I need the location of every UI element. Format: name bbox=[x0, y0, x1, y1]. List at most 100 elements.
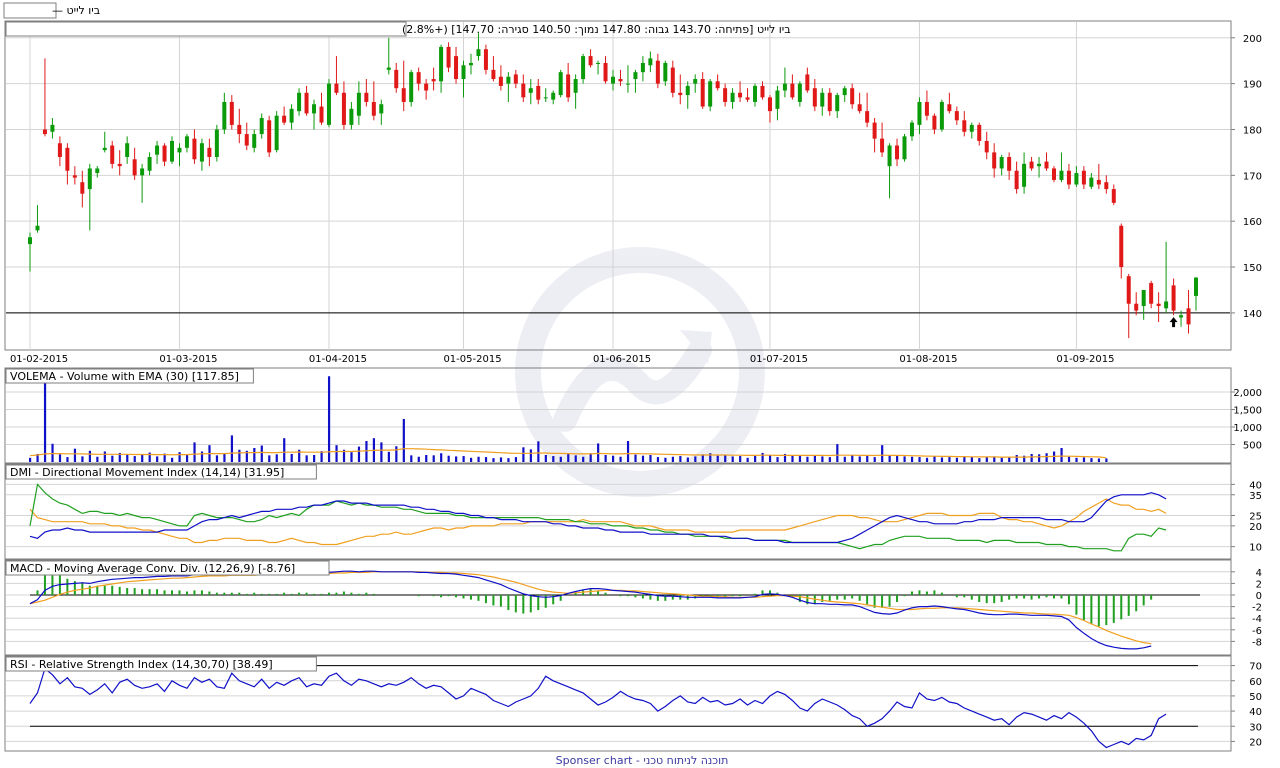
macd-hist-bar bbox=[372, 593, 375, 595]
macd-hist-bar bbox=[148, 589, 151, 595]
volume-bar bbox=[537, 441, 540, 462]
macd-hist-bar bbox=[253, 592, 256, 595]
volume-bar bbox=[686, 457, 689, 462]
macd-hist-bar bbox=[619, 595, 622, 597]
candle bbox=[312, 99, 317, 130]
macd-hist-bar bbox=[51, 572, 54, 595]
y-tick-label: 170 bbox=[1243, 171, 1262, 182]
symbol-chip[interactable]: ביו לייט — bbox=[3, 2, 100, 19]
volume-bar bbox=[1060, 448, 1063, 462]
candle-body bbox=[147, 156, 152, 171]
candle-body bbox=[95, 168, 100, 174]
macd-hist-bar bbox=[963, 595, 966, 598]
macd-hist-bar bbox=[492, 595, 495, 606]
candle bbox=[1179, 310, 1184, 327]
candle-body bbox=[1007, 156, 1012, 171]
macd-hist-bar bbox=[290, 593, 293, 595]
macd-hist-bar bbox=[440, 595, 443, 598]
candle-body bbox=[962, 120, 967, 132]
candle-body bbox=[1089, 177, 1094, 187]
candle bbox=[700, 72, 705, 109]
volume-bar bbox=[1090, 458, 1093, 462]
macd-hist-bar bbox=[940, 592, 943, 595]
candle-body bbox=[566, 74, 571, 98]
candle-body bbox=[723, 88, 728, 102]
y-tick-label: 40 bbox=[1249, 707, 1262, 718]
candle-body bbox=[805, 74, 810, 91]
macd-hist-bar bbox=[597, 590, 600, 595]
macd-hist-bar bbox=[1127, 595, 1130, 616]
candle-body bbox=[618, 79, 623, 82]
macd-hist-bar bbox=[985, 595, 988, 604]
candle bbox=[483, 44, 488, 75]
volume-bar bbox=[163, 453, 166, 462]
candle-body bbox=[454, 56, 459, 80]
candle-body bbox=[984, 140, 989, 153]
candle-body bbox=[708, 81, 713, 107]
candle-body bbox=[259, 118, 264, 135]
volume-bar bbox=[447, 455, 450, 462]
candle-body bbox=[1171, 285, 1176, 311]
volume-bar bbox=[701, 454, 704, 462]
candle-body bbox=[909, 122, 914, 137]
candle bbox=[117, 150, 122, 176]
candle bbox=[573, 74, 578, 109]
candle bbox=[678, 74, 683, 105]
candle-body bbox=[581, 56, 586, 80]
macd-hist-bar bbox=[671, 595, 674, 600]
candle bbox=[909, 120, 914, 141]
panel-title-border bbox=[5, 560, 330, 576]
x-tick-label: 01-02-2015 bbox=[10, 354, 68, 365]
volume-bar bbox=[754, 455, 757, 462]
macd-hist-bar bbox=[484, 595, 487, 604]
volume-bar bbox=[36, 453, 39, 462]
candle bbox=[1059, 152, 1064, 183]
candle-body bbox=[491, 69, 496, 80]
candle bbox=[110, 140, 115, 169]
macd-hist-bar bbox=[1120, 595, 1123, 620]
volume-bar bbox=[58, 454, 62, 462]
macd-hist-bar bbox=[200, 590, 203, 595]
macd-hist-bar bbox=[858, 595, 861, 601]
macd-hist-bar bbox=[828, 595, 831, 601]
panel-title-box: VOLEMA - Volume with EMA (30) [117.85] bbox=[5, 368, 254, 384]
volume-bar bbox=[148, 452, 151, 462]
y-tick-label: 40 bbox=[1249, 480, 1262, 491]
macd-hist-bar bbox=[111, 585, 114, 595]
y-tick-label: 25 bbox=[1249, 512, 1262, 523]
macd-hist-bar bbox=[118, 586, 121, 595]
candle bbox=[57, 136, 62, 167]
candle-body bbox=[715, 81, 720, 89]
candle-body bbox=[237, 124, 242, 135]
macd-hist-bar bbox=[432, 595, 435, 597]
y-tick-label: 140 bbox=[1243, 309, 1262, 320]
volume-bar bbox=[918, 457, 921, 462]
candle-body bbox=[670, 67, 675, 93]
candle-body bbox=[170, 140, 175, 162]
candle-body bbox=[386, 67, 391, 70]
volume-bar bbox=[574, 455, 577, 462]
macd-hist-bar bbox=[305, 592, 308, 595]
candle-body bbox=[244, 134, 249, 146]
watermark-logo-icon bbox=[515, 247, 765, 497]
panel-title-box: DMI - Directional Movement Index (14,14)… bbox=[5, 464, 317, 480]
candle-body bbox=[842, 88, 847, 96]
candle bbox=[648, 51, 653, 73]
candle-body bbox=[214, 129, 219, 157]
volume-bar bbox=[290, 453, 293, 462]
volume-bar bbox=[903, 456, 906, 462]
candle bbox=[42, 58, 47, 137]
volume-bar bbox=[253, 448, 256, 462]
candle-body bbox=[932, 115, 937, 130]
volume-bar bbox=[955, 457, 959, 462]
candle-body bbox=[364, 92, 369, 102]
volume-bar bbox=[462, 456, 465, 462]
candle-body bbox=[207, 147, 212, 157]
macd-hist-bar bbox=[634, 595, 637, 598]
candle bbox=[140, 163, 145, 203]
candle bbox=[865, 92, 870, 128]
candle bbox=[222, 92, 227, 135]
candle-body bbox=[760, 85, 765, 98]
candle bbox=[805, 67, 810, 93]
macd-hist-bar bbox=[156, 589, 159, 595]
